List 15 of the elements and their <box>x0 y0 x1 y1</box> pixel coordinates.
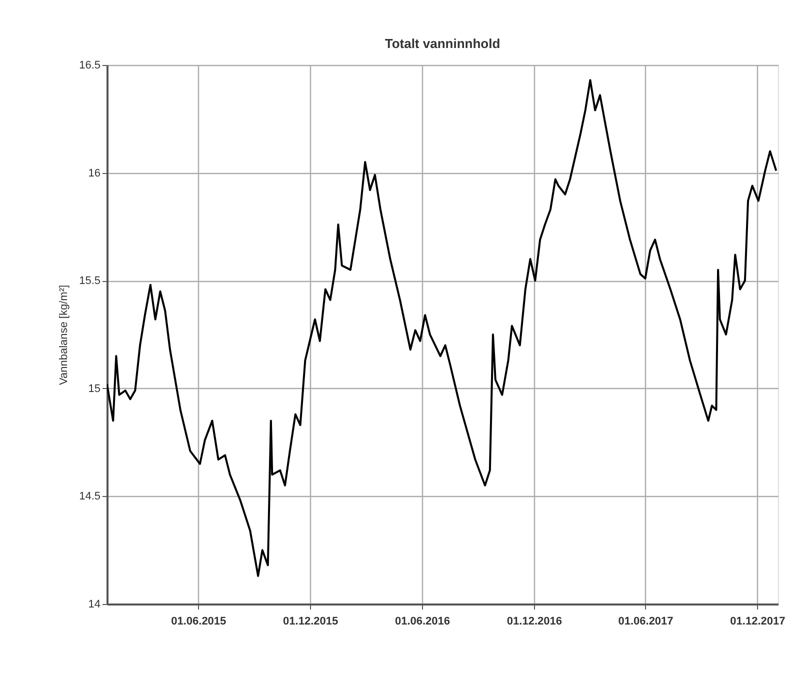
chart-title: Totalt vanninnhold <box>384 36 500 51</box>
x-tick-label: 01.06.2016 <box>394 616 450 628</box>
y-tick-label: 15 <box>88 382 100 395</box>
line-series <box>107 79 778 577</box>
y-tick-label: 16.5 <box>79 60 100 72</box>
y-tick-label: 14 <box>88 598 100 610</box>
x-tick-label: 01.12.2015 <box>283 616 338 628</box>
y-axis-title: Vannbalanse [kg/m²] <box>58 284 70 386</box>
x-tick-label: 01.06.2017 <box>618 616 674 628</box>
y-tick-label: 15.5 <box>79 275 100 288</box>
x-tick-label: 01.12.2017 <box>730 616 786 628</box>
x-tick-label: 01.06.2015 <box>171 616 226 628</box>
x-tick-label: 01.12.2016 <box>506 616 562 628</box>
y-tick-label: 16 <box>88 167 100 180</box>
y-tick-label: 14.5 <box>79 490 100 503</box>
